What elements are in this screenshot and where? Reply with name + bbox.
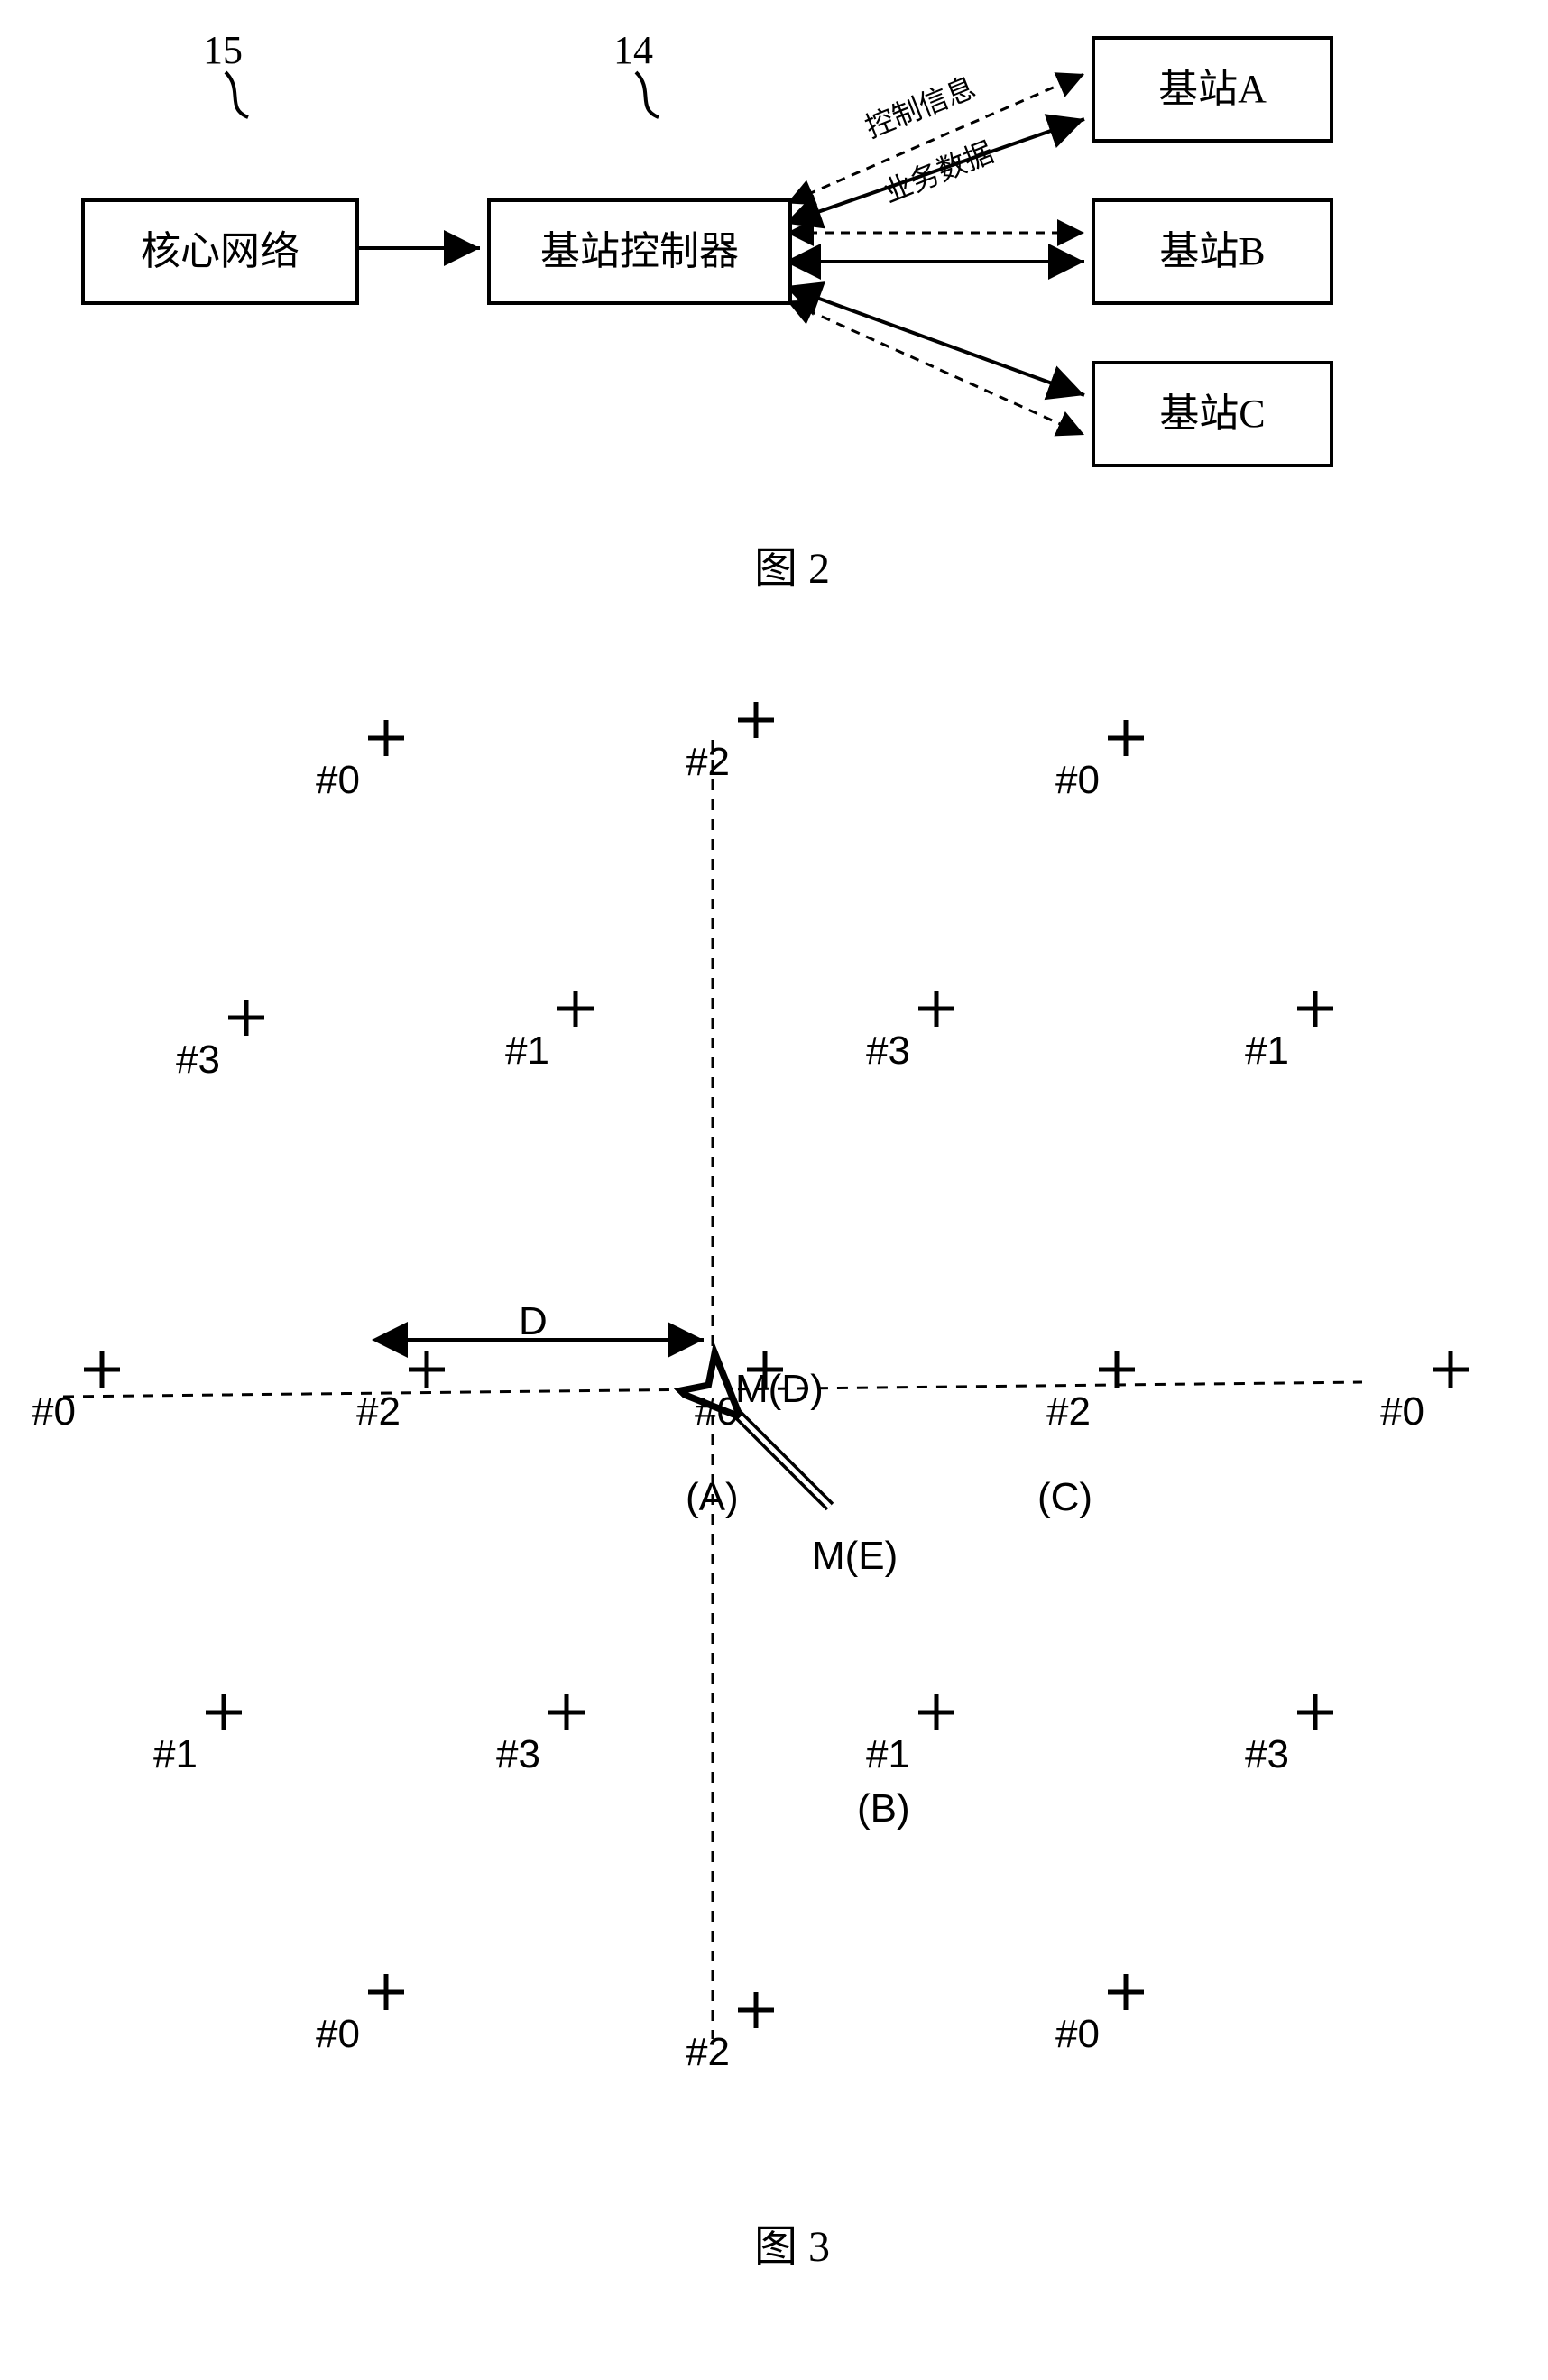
lbl-C: (C): [1037, 1475, 1092, 1520]
station-c-label: 基站C: [1159, 394, 1265, 434]
lbl-A: (A): [686, 1475, 739, 1520]
p-b3r: #3: [1245, 1732, 1289, 1777]
p-m0r: #0: [1380, 1389, 1424, 1434]
lbl-MD: M(D): [735, 1367, 824, 1412]
lbl-ME: M(E): [812, 1534, 898, 1579]
p-m2r: #2: [1046, 1389, 1091, 1434]
p-bb0: #0: [316, 2012, 360, 2057]
tick-14: [622, 68, 677, 122]
p-r3: #3: [176, 1038, 220, 1083]
p-r3b: #3: [866, 1029, 910, 1074]
controller: 基站控制器: [487, 198, 792, 305]
arr-ctrl-c-ctrl: [792, 303, 1084, 435]
core-net: 核心网络: [81, 198, 359, 305]
p-t0: #0: [316, 758, 360, 803]
p-bb0r: #0: [1055, 2012, 1100, 2057]
tick-15: [212, 68, 266, 122]
station-a-label: 基站A: [1158, 69, 1267, 109]
station-b-label: 基站B: [1159, 232, 1265, 272]
core-net-label: 核心网络: [141, 232, 299, 272]
p-r1: #1: [505, 1029, 549, 1074]
p-m2l: #2: [356, 1389, 401, 1434]
figure-2-caption: 图 2: [18, 532, 1548, 595]
station-c: 基站C: [1092, 361, 1333, 467]
p-r1b: #1: [1245, 1029, 1289, 1074]
p-b3: #3: [496, 1732, 540, 1777]
p-m0: #0: [695, 1389, 739, 1434]
station-b: 基站B: [1092, 198, 1333, 305]
lbl-B: (B): [857, 1786, 910, 1831]
arr-ctrl-c-traffic: [792, 289, 1084, 395]
lbl-D: D: [519, 1299, 548, 1344]
controller-label: 基站控制器: [540, 232, 739, 272]
station-a: 基站A: [1092, 36, 1333, 143]
p-bb2: #2: [686, 2030, 730, 2075]
figure-3-caption: 图 3: [18, 2210, 1548, 2274]
figure-3: #0 #2 #0 #3 #1 #3 #1 #0 #2 #0 #2 #0 #1 #3 #1 #3 #0 #2 #0 (…: [18, 668, 1548, 2201]
p-b1r: #1: [866, 1732, 910, 1777]
me-arrow-inner: [731, 1407, 830, 1507]
ref-15: 15: [203, 27, 243, 73]
ref-14: 14: [613, 27, 653, 73]
p-t2: #2: [686, 740, 730, 785]
p-m0l: #0: [32, 1389, 76, 1434]
p-t0r: #0: [1055, 758, 1100, 803]
figure-2: 核心网络基站控制器基站A基站B基站C 1514 控制信息业务数据: [18, 18, 1548, 523]
p-b1: #1: [153, 1732, 198, 1777]
